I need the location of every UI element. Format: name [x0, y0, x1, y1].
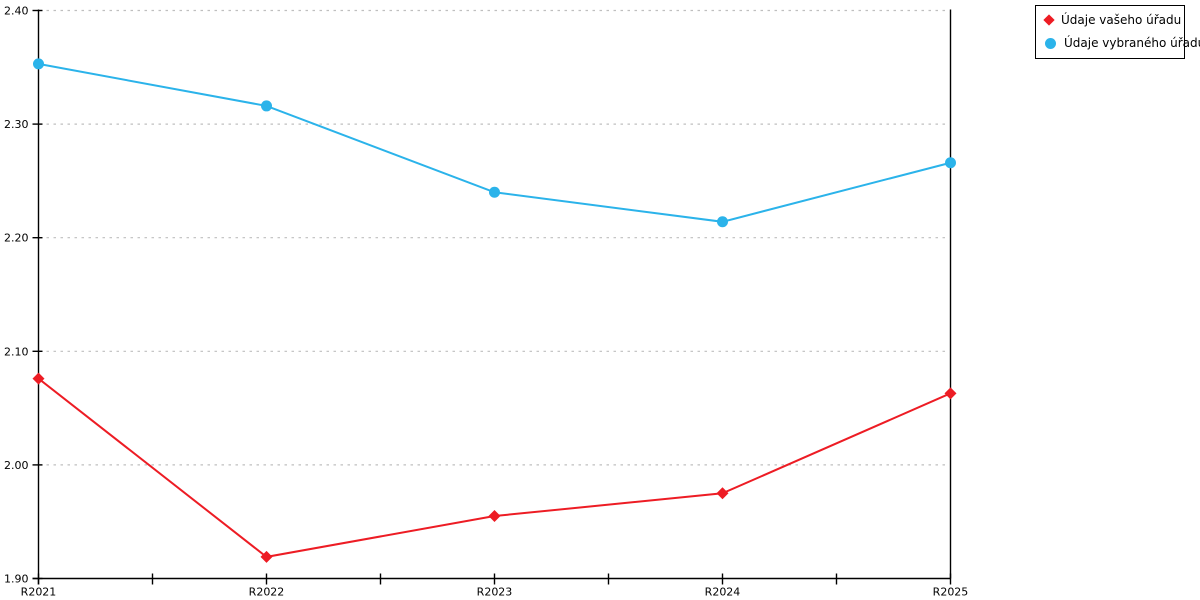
data-point-diamond [488, 510, 501, 523]
x-tick-label: R2024 [705, 586, 741, 599]
x-tick-label: R2021 [21, 586, 57, 599]
legend-item-selected-office: Údaje vybraného úřadu [1045, 36, 1200, 50]
legend-item-your-office: Údaje vašeho úřadu [1043, 13, 1182, 27]
x-tick-label: R2022 [249, 586, 285, 599]
data-point-circle [261, 100, 272, 112]
data-point-circle [489, 186, 500, 198]
data-point-diamond [260, 550, 273, 563]
legend-label: Údaje vašeho úřadu [1061, 13, 1182, 27]
line-chart: 1.90 2.00 2.10 2.20 2.30 2.40 R2021 R2022 R2023 R… [4, 5, 969, 599]
circle-marker-icon [1045, 37, 1056, 49]
data-point-diamond [944, 387, 957, 400]
x-tick-label: R2023 [477, 586, 513, 599]
x-tick-label: R2025 [933, 586, 969, 599]
y-tick-label: 2.10 [4, 345, 29, 358]
y-tick-label: 2.20 [4, 232, 29, 245]
y-tick-label: 2.40 [4, 5, 29, 18]
data-point-circle [33, 58, 44, 70]
y-tick-label: 2.00 [4, 459, 29, 472]
data-point-circle [717, 216, 728, 228]
data-point-diamond [32, 372, 45, 385]
y-tick-label: 2.30 [4, 118, 29, 131]
legend: Údaje vašeho úřadu Údaje vybraného úřadu [1035, 5, 1200, 59]
series-line-circle [38, 62, 951, 223]
data-point-circle [945, 157, 956, 169]
legend-label: Údaje vybraného úřadu [1064, 36, 1200, 50]
y-tick-label: 1.90 [4, 573, 29, 586]
data-point-diamond [716, 487, 729, 500]
diamond-marker-icon [1043, 14, 1055, 26]
series-line-diamond [37, 377, 951, 558]
